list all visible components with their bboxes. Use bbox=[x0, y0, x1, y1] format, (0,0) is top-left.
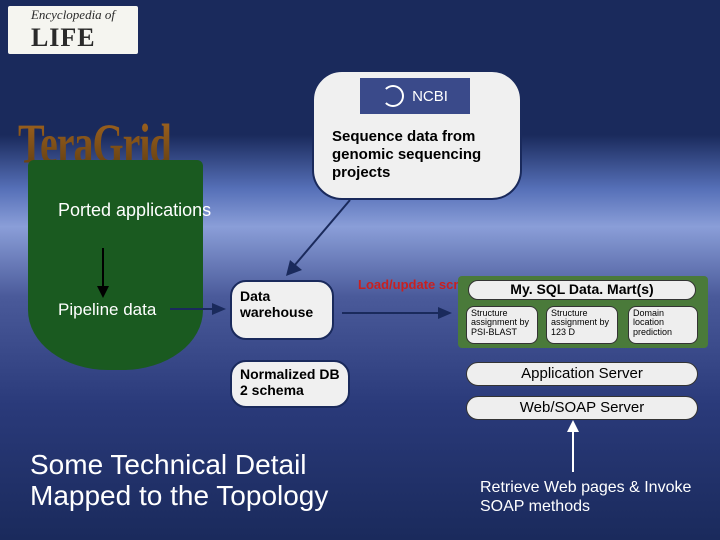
teragrid-region bbox=[28, 160, 203, 370]
pipeline-data-label: Pipeline data bbox=[58, 300, 156, 320]
arrow-dw-to-mart bbox=[342, 306, 452, 320]
eol-top-text: Encyclopedia of bbox=[31, 7, 115, 23]
slide-title: Some Technical Detail Mapped to the Topo… bbox=[30, 450, 328, 512]
sequence-data-label: Sequence data from genomic sequencing pr… bbox=[332, 128, 508, 182]
ncbi-label: NCBI bbox=[412, 88, 448, 105]
retrieve-label: Retrieve Web pages & Invoke SOAP methods bbox=[480, 478, 720, 516]
ported-applications-label: Ported applications bbox=[58, 200, 211, 221]
mart-box-domain: Domain location prediction bbox=[628, 306, 698, 344]
mart-box-123d: Structure assignment by 123 D bbox=[546, 306, 618, 344]
arrow-retrieve-to-webserver bbox=[566, 420, 580, 472]
ncbi-swirl-icon bbox=[382, 85, 404, 107]
web-soap-server-node: Web/SOAP Server bbox=[466, 396, 698, 420]
eol-brand-text: LIFE bbox=[31, 23, 115, 53]
application-server-node: Application Server bbox=[466, 362, 698, 386]
normalized-schema-node: Normalized DB 2 schema bbox=[230, 360, 350, 408]
title-line1: Some Technical Detail bbox=[30, 450, 328, 481]
mart-box-psiblast: Structure assignment by PSI-BLAST bbox=[466, 306, 538, 344]
encyclopedia-of-life-logo: Encyclopedia of LIFE bbox=[8, 6, 138, 54]
ncbi-logo: NCBI bbox=[360, 78, 470, 114]
arrow-ncbi-to-dw bbox=[280, 200, 360, 280]
mysql-datamart-label: My. SQL Data. Mart(s) bbox=[468, 280, 696, 300]
data-warehouse-node: Data warehouse bbox=[230, 280, 334, 340]
arrow-pipeline-to-dw bbox=[170, 302, 226, 316]
arrow-ported-to-pipeline bbox=[96, 248, 110, 298]
title-line2: Mapped to the Topology bbox=[30, 481, 328, 512]
